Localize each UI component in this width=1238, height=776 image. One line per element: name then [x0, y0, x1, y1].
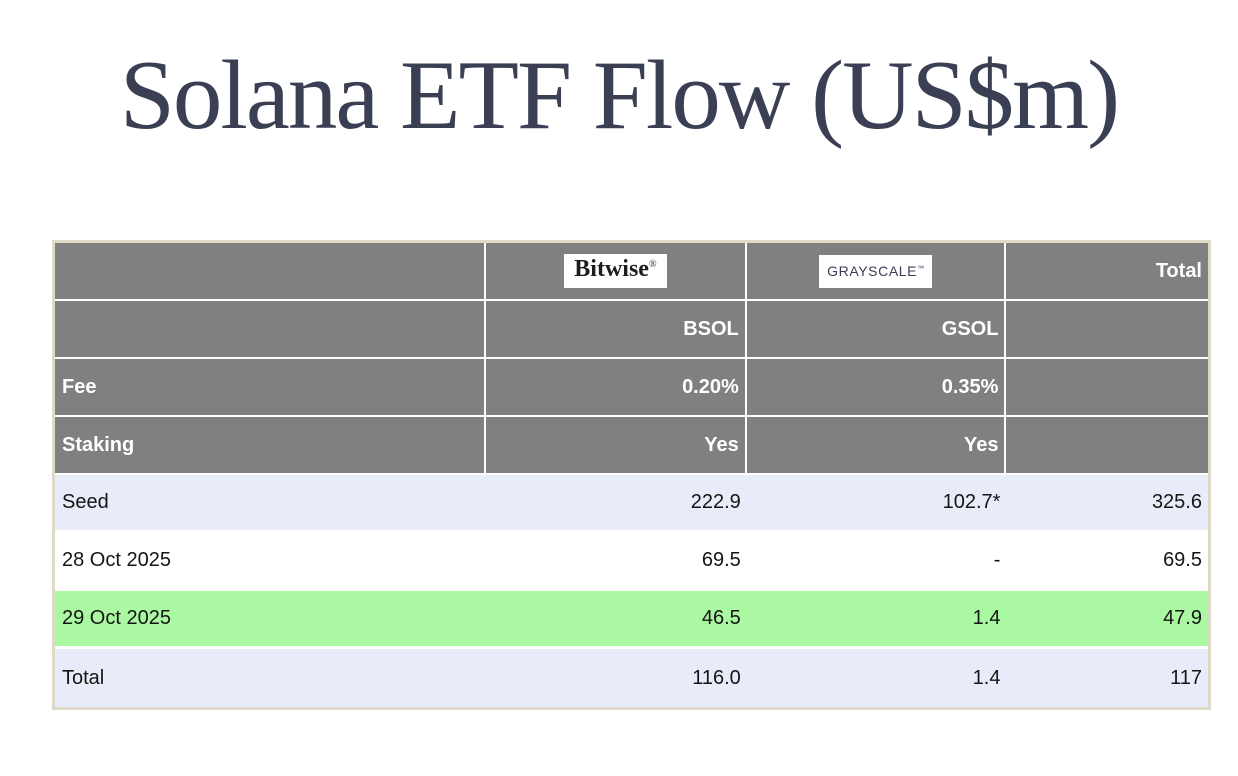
total-bsol: 116.0	[486, 649, 747, 707]
staking-bsol: Yes	[486, 417, 747, 475]
fee-bsol: 0.20%	[486, 359, 747, 417]
oct28-total: 69.5	[1006, 533, 1208, 591]
row-28-oct-2025: 28 Oct 2025 69.5 - 69.5	[55, 533, 1208, 591]
fee-total	[1006, 359, 1208, 417]
bitwise-logo: Bitwise®	[564, 254, 667, 288]
bsol-ticker-cell: BSOL	[486, 301, 747, 359]
tickers-row-total-empty-cell	[1006, 301, 1208, 359]
oct28-bsol: 69.5	[486, 533, 747, 591]
tickers-row-empty-cell	[55, 301, 487, 359]
seed-gsol: 102.7*	[746, 475, 1007, 533]
page-title: Solana ETF Flow (US$m)	[119, 41, 1120, 150]
etf-flow-table: Bitwise® GRAYSCALE™ Total BSOL GSOL Fee …	[52, 240, 1211, 710]
oct29-gsol: 1.4	[746, 591, 1007, 649]
seed-row: Seed 222.9 102.7* 325.6	[55, 475, 1208, 533]
oct28-label: 28 Oct 2025	[55, 533, 487, 591]
oct29-bsol: 46.5	[486, 591, 747, 649]
seed-label: Seed	[55, 475, 487, 533]
etf-flow-table-container: Bitwise® GRAYSCALE™ Total BSOL GSOL Fee …	[52, 240, 1211, 710]
total-gsol: 1.4	[746, 649, 1007, 707]
bitwise-logo-text: Bitwise	[574, 256, 649, 282]
staking-row: Staking Yes Yes	[55, 417, 1208, 475]
row-29-oct-2025-highlighted: 29 Oct 2025 46.5 1.4 47.9	[55, 591, 1208, 649]
fee-gsol: 0.35%	[746, 359, 1007, 417]
total-total: 117	[1006, 649, 1208, 707]
staking-total	[1006, 417, 1208, 475]
grayscale-trademark-mark: ™	[917, 264, 925, 272]
bitwise-registered-mark: ®	[648, 259, 657, 270]
seed-bsol: 222.9	[486, 475, 747, 533]
staking-gsol: Yes	[746, 417, 1007, 475]
grayscale-logo-text: GRAYSCALE	[827, 262, 918, 279]
oct28-gsol: -	[746, 533, 1007, 591]
fee-row: Fee 0.20% 0.35%	[55, 359, 1208, 417]
header-row-logos: Bitwise® GRAYSCALE™ Total	[55, 243, 1208, 301]
grayscale-logo: GRAYSCALE™	[819, 254, 933, 288]
seed-total: 325.6	[1006, 475, 1208, 533]
oct29-total: 47.9	[1006, 591, 1208, 649]
gsol-ticker-cell: GSOL	[746, 301, 1007, 359]
oct29-label: 29 Oct 2025	[55, 591, 487, 649]
total-row: Total 116.0 1.4 117	[55, 649, 1208, 707]
logos-row-empty-cell	[55, 243, 487, 301]
total-column-header: Total	[1006, 243, 1208, 301]
total-label: Total	[55, 649, 487, 707]
fee-label: Fee	[55, 359, 487, 417]
grayscale-header-cell: GRAYSCALE™	[746, 243, 1007, 301]
staking-label: Staking	[55, 417, 487, 475]
header-row-tickers: BSOL GSOL	[55, 301, 1208, 359]
bitwise-header-cell: Bitwise®	[486, 243, 747, 301]
